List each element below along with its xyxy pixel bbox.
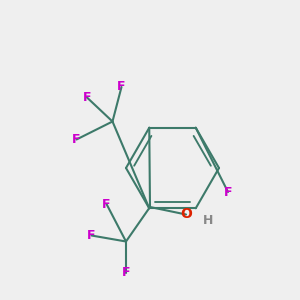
- Text: F: F: [102, 197, 111, 211]
- Text: F: F: [122, 266, 130, 280]
- Text: H: H: [203, 214, 214, 227]
- Text: F: F: [83, 91, 91, 104]
- Text: F: F: [72, 133, 81, 146]
- Text: F: F: [87, 229, 96, 242]
- Text: F: F: [224, 185, 232, 199]
- Text: F: F: [117, 80, 126, 94]
- Text: O: O: [180, 208, 192, 221]
